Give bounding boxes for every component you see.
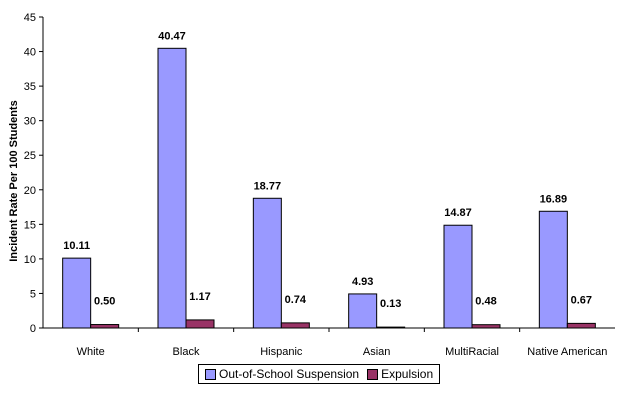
legend-swatch-suspension [205,368,216,380]
y-axis-label: Incident Rate Per 100 Students [8,100,20,261]
suspension-data-label: 40.47 [158,30,186,42]
y-tick-label: 35 [24,81,36,93]
expulsion-bar [280,322,310,329]
y-tick-label: 5 [30,288,36,300]
suspension-data-label: 4.93 [352,276,373,288]
suspension-data-label: 18.77 [254,180,282,192]
expulsion-bar [376,326,406,329]
expulsion-bar [471,324,501,329]
expulsion-data-label: 0.48 [475,296,496,308]
expulsion-data-label: 0.67 [571,294,592,306]
x-tick-label: Hispanic [260,346,303,358]
expulsion-bar [566,322,596,329]
legend-item-suspension: Out-of-School Suspension [205,367,359,381]
expulsion-data-label: 0.50 [94,296,115,308]
expulsion-data-label: 0.74 [285,294,307,306]
y-tick-label: 0 [30,323,36,335]
suspension-data-label: 10.11 [63,240,90,252]
legend-label-expulsion: Expulsion [381,367,434,381]
x-tick-label: Native American [527,346,607,358]
expulsion-bar [185,319,215,329]
suspension-bar [157,47,187,329]
y-tick-label: 45 [24,12,36,24]
legend: Out-of-School Suspension Expulsion [198,364,441,384]
y-tick-label: 25 [24,150,36,162]
y-tick-label: 20 [24,185,36,197]
x-tick-label: Asian [363,346,391,358]
suspension-bar [252,197,282,329]
expulsion-data-label: 1.17 [189,291,210,303]
suspension-bar [443,224,473,329]
suspension-data-label: 16.89 [540,193,568,205]
expulsion-bar [90,324,120,329]
expulsion-data-label: 0.13 [380,298,401,310]
y-tick-label: 40 [24,47,36,59]
suspension-bar [62,257,92,329]
suspension-bar [348,293,378,329]
x-tick-label: Black [173,346,200,358]
y-tick-label: 30 [24,116,36,128]
x-tick-label: MultiRacial [445,346,499,358]
x-tick-label: White [77,346,105,358]
legend-item-expulsion: Expulsion [367,367,433,381]
legend-swatch-expulsion [367,368,379,380]
suspension-bar [538,210,568,329]
legend-label-suspension: Out-of-School Suspension [219,367,360,381]
suspension-data-label: 14.87 [444,207,472,219]
y-tick-label: 15 [24,219,36,231]
y-tick-label: 10 [24,254,36,266]
